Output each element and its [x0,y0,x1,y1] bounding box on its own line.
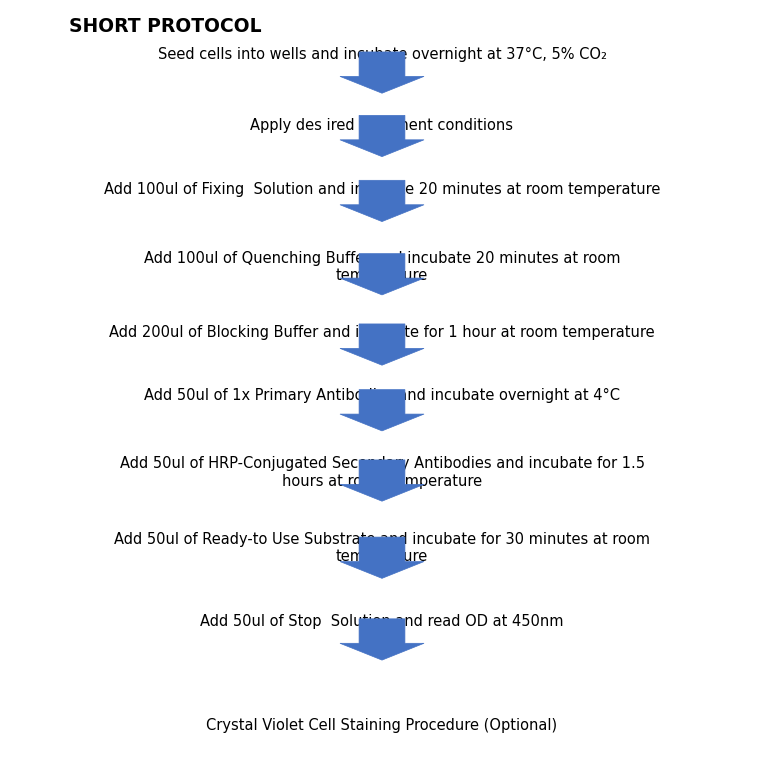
Polygon shape [340,52,424,93]
Text: Add 50ul of Stop  Solution and read OD at 450nm: Add 50ul of Stop Solution and read OD at… [200,614,564,630]
Polygon shape [340,180,424,222]
Polygon shape [340,537,424,578]
Polygon shape [340,115,424,157]
Polygon shape [340,460,424,501]
Text: Add 50ul of 1x Primary Antibodies and incubate overnight at 4°C: Add 50ul of 1x Primary Antibodies and in… [144,388,620,403]
Text: Add 200ul of Blocking Buffer and incubate for 1 hour at room temperature: Add 200ul of Blocking Buffer and incubat… [109,325,655,341]
Text: SHORT PROTOCOL: SHORT PROTOCOL [69,17,261,36]
Polygon shape [340,324,424,365]
Polygon shape [340,619,424,660]
Text: Add 100ul of Fixing  Solution and incubate 20 minutes at room temperature: Add 100ul of Fixing Solution and incubat… [104,182,660,197]
Text: Add 100ul of Quenching Buffer and incubate 20 minutes at room
temperature: Add 100ul of Quenching Buffer and incuba… [144,251,620,283]
Text: Seed cells into wells and incubate overnight at 37°C, 5% CO₂: Seed cells into wells and incubate overn… [157,47,607,63]
Text: Add 50ul of HRP-Conjugated Secondary Antibodies and incubate for 1.5
hours at ro: Add 50ul of HRP-Conjugated Secondary Ant… [119,456,645,488]
Text: Apply des ired treatment conditions: Apply des ired treatment conditions [251,118,513,134]
Text: Add 50ul of Ready-to Use Substrate and incubate for 30 minutes at room
temperatu: Add 50ul of Ready-to Use Substrate and i… [114,532,650,564]
Text: Crystal Violet Cell Staining Procedure (Optional): Crystal Violet Cell Staining Procedure (… [206,718,558,733]
Polygon shape [340,390,424,431]
Polygon shape [340,254,424,295]
